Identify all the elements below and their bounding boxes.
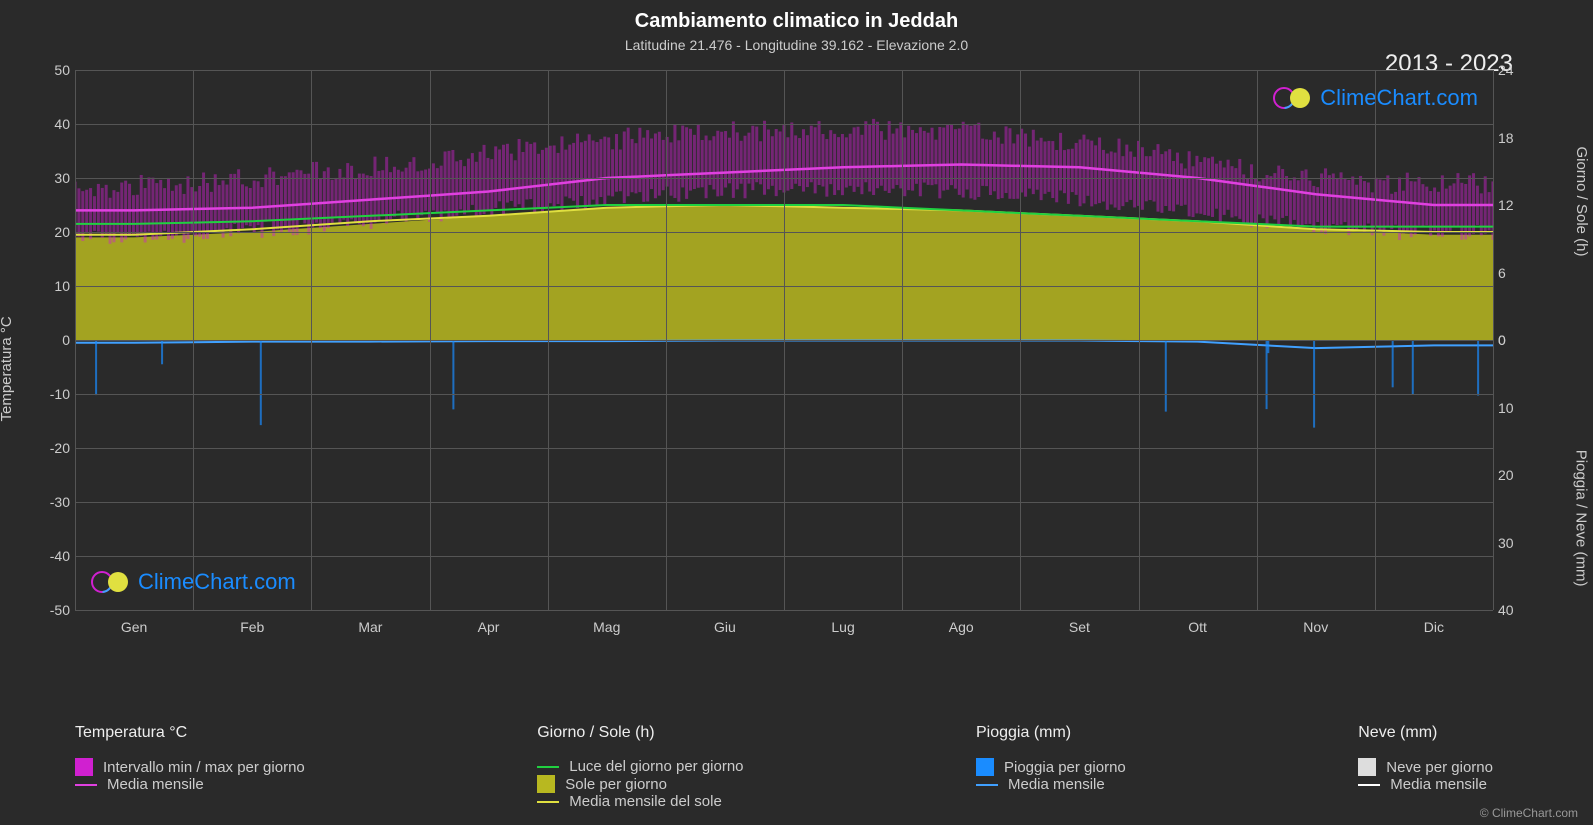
legend-header: Pioggia (mm) bbox=[976, 724, 1126, 742]
x-tick-month: Mag bbox=[593, 619, 620, 635]
grid-line bbox=[311, 70, 312, 610]
legend-label: Media mensile del sole bbox=[569, 793, 722, 810]
x-tick-month: Giu bbox=[714, 619, 736, 635]
legend-item: Luce del giorno per giorno bbox=[537, 758, 743, 775]
y-tick-left: -40 bbox=[40, 548, 70, 564]
legend: Temperatura °C Intervallo min / max per … bbox=[75, 724, 1493, 810]
line-icon bbox=[75, 784, 97, 786]
legend-item: Sole per giorno bbox=[537, 775, 743, 793]
legend-label: Luce del giorno per giorno bbox=[569, 758, 743, 775]
grid-line bbox=[1375, 70, 1376, 610]
y-tick-left: 20 bbox=[40, 224, 70, 240]
y-tick-left: 40 bbox=[40, 116, 70, 132]
y-tick-right: 24 bbox=[1498, 62, 1528, 78]
legend-label: Media mensile bbox=[1008, 776, 1105, 793]
x-tick-month: Nov bbox=[1303, 619, 1328, 635]
line-icon bbox=[1358, 784, 1380, 786]
y-tick-left: 50 bbox=[40, 62, 70, 78]
x-tick-month: Feb bbox=[240, 619, 264, 635]
grid-line bbox=[548, 70, 549, 610]
plot-area: ClimeChart.com ClimeChart.com -50-40-30-… bbox=[75, 70, 1493, 610]
legend-label: Media mensile bbox=[1390, 776, 1487, 793]
legend-label: Sole per giorno bbox=[565, 776, 667, 793]
x-tick-month: Apr bbox=[478, 619, 500, 635]
legend-item: Media mensile del sole bbox=[537, 793, 743, 810]
grid-line bbox=[1139, 70, 1140, 610]
y-tick-right: 0 bbox=[1498, 332, 1528, 348]
grid-line bbox=[193, 70, 194, 610]
y-tick-left: 0 bbox=[40, 332, 70, 348]
x-tick-month: Ott bbox=[1188, 619, 1207, 635]
legend-header: Giorno / Sole (h) bbox=[537, 724, 743, 742]
legend-header: Neve (mm) bbox=[1358, 724, 1493, 742]
y-tick-right: 6 bbox=[1498, 265, 1528, 281]
x-tick-month: Gen bbox=[121, 619, 147, 635]
y-tick-left: -30 bbox=[40, 494, 70, 510]
legend-label: Neve per giorno bbox=[1386, 759, 1493, 776]
legend-label: Intervallo min / max per giorno bbox=[103, 759, 305, 776]
legend-header: Temperatura °C bbox=[75, 724, 305, 742]
y-tick-right: 40 bbox=[1498, 602, 1528, 618]
y-tick-left: -20 bbox=[40, 440, 70, 456]
watermark-text: ClimeChart.com bbox=[1320, 85, 1478, 111]
y-tick-left: -10 bbox=[40, 386, 70, 402]
legend-col-rain: Pioggia (mm) Pioggia per giornoMedia men… bbox=[976, 724, 1126, 810]
grid-line bbox=[430, 70, 431, 610]
swatch-icon bbox=[75, 758, 93, 776]
legend-col-snow: Neve (mm) Neve per giornoMedia mensile bbox=[1358, 724, 1493, 810]
legend-item: Neve per giorno bbox=[1358, 758, 1493, 776]
y-tick-right: 18 bbox=[1498, 130, 1528, 146]
watermark-text: ClimeChart.com bbox=[138, 569, 296, 595]
legend-item: Pioggia per giorno bbox=[976, 758, 1126, 776]
y-tick-left: 30 bbox=[40, 170, 70, 186]
line-icon bbox=[976, 784, 998, 786]
legend-item: Media mensile bbox=[1358, 776, 1493, 793]
legend-col-day-sun: Giorno / Sole (h) Luce del giorno per gi… bbox=[537, 724, 743, 810]
x-tick-month: Ago bbox=[949, 619, 974, 635]
grid-line bbox=[1493, 70, 1494, 610]
legend-label: Media mensile bbox=[107, 776, 204, 793]
legend-item: Media mensile bbox=[976, 776, 1126, 793]
chart-title: Cambiamento climatico in Jeddah bbox=[0, 0, 1593, 33]
swatch-icon bbox=[537, 775, 555, 793]
y-tick-right: 20 bbox=[1498, 467, 1528, 483]
swatch-icon bbox=[976, 758, 994, 776]
line-icon bbox=[537, 801, 559, 803]
x-tick-month: Dic bbox=[1424, 619, 1444, 635]
grid-line bbox=[75, 610, 1493, 611]
chart-subtitle: Latitudine 21.476 - Longitudine 39.162 -… bbox=[0, 37, 1593, 53]
x-tick-month: Lug bbox=[831, 619, 854, 635]
copyright-text: © ClimeChart.com bbox=[1480, 806, 1578, 820]
y-tick-right: 10 bbox=[1498, 400, 1528, 416]
grid-line bbox=[902, 70, 903, 610]
grid-line bbox=[75, 70, 76, 610]
x-tick-month: Mar bbox=[358, 619, 382, 635]
legend-col-temperature: Temperatura °C Intervallo min / max per … bbox=[75, 724, 305, 810]
grid-line bbox=[666, 70, 667, 610]
grid-line bbox=[1257, 70, 1258, 610]
y-tick-right: 30 bbox=[1498, 535, 1528, 551]
y-tick-right: 12 bbox=[1498, 197, 1528, 213]
legend-item: Intervallo min / max per giorno bbox=[75, 758, 305, 776]
y-axis-right-bottom-label: Pioggia / Neve (mm) bbox=[1573, 449, 1590, 586]
grid-line bbox=[784, 70, 785, 610]
logo-icon bbox=[90, 570, 130, 594]
legend-label: Pioggia per giorno bbox=[1004, 759, 1126, 776]
rain-daily bbox=[96, 340, 1478, 428]
y-tick-left: 10 bbox=[40, 278, 70, 294]
climate-chart: Cambiamento climatico in Jeddah Latitudi… bbox=[0, 0, 1593, 825]
y-axis-left-label: Temperatura °C bbox=[0, 316, 15, 421]
swatch-icon bbox=[1358, 758, 1376, 776]
line-icon bbox=[537, 766, 559, 768]
y-tick-left: -50 bbox=[40, 602, 70, 618]
x-tick-month: Set bbox=[1069, 619, 1090, 635]
grid-line bbox=[1020, 70, 1021, 610]
logo-icon bbox=[1272, 86, 1312, 110]
legend-item: Media mensile bbox=[75, 776, 305, 793]
y-axis-right-top-label: Giorno / Sole (h) bbox=[1573, 146, 1590, 256]
